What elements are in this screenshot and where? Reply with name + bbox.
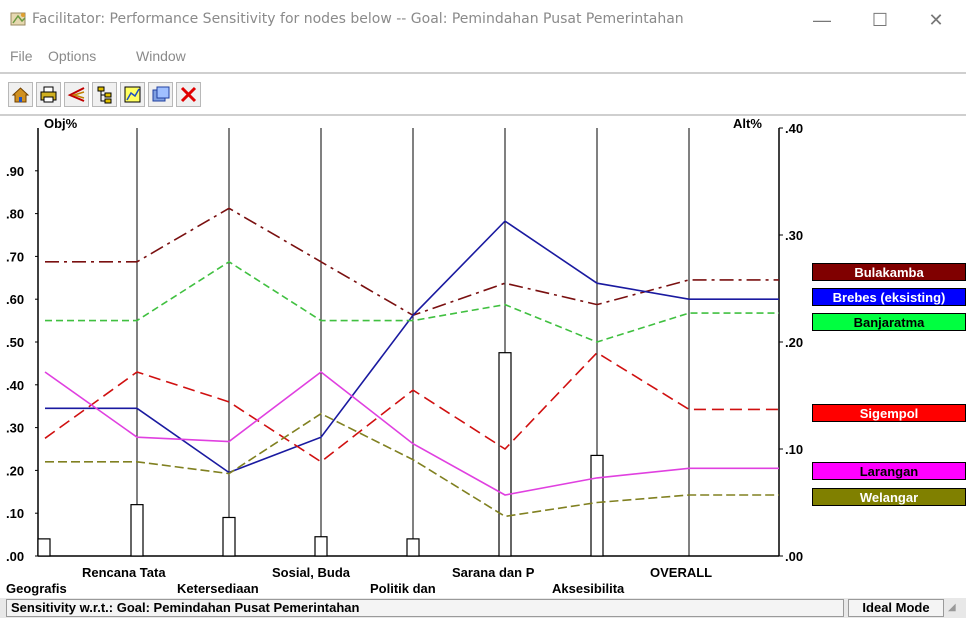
right-tick-label: .20	[785, 335, 803, 350]
left-tick-label: .00	[6, 549, 24, 564]
menu-options[interactable]: Options	[48, 48, 97, 64]
status-sensitivity: Sensitivity w.r.t.: Goal: Pemindahan Pus…	[6, 599, 844, 617]
window-button[interactable]	[148, 82, 173, 107]
right-tick-label: .10	[785, 442, 803, 457]
graph-button[interactable]	[120, 82, 145, 107]
close-chart-button[interactable]	[176, 82, 201, 107]
objective-bar	[37, 538, 51, 557]
left-axis-title: Obj%	[44, 116, 78, 131]
category-label: Ketersediaan	[177, 581, 259, 596]
left-tick-label: .20	[6, 463, 24, 478]
print-button[interactable]	[36, 82, 61, 107]
menu-window[interactable]: Window	[136, 48, 186, 64]
category-label: Politik dan	[370, 581, 436, 596]
series-line	[44, 351, 779, 463]
objective-bar	[406, 538, 420, 557]
left-tick-label: .10	[6, 506, 24, 521]
menu-bar: File Options Window	[0, 44, 966, 70]
right-tick-label: .40	[785, 121, 803, 136]
app-icon	[10, 12, 26, 26]
left-tick-label: .50	[6, 335, 24, 350]
home-button[interactable]	[8, 82, 33, 107]
graph-icon	[124, 86, 141, 103]
objective-bar	[314, 536, 328, 557]
minimize-button[interactable]: —	[813, 10, 831, 30]
resize-grip-icon[interactable]: ◢	[948, 602, 956, 613]
legend-item[interactable]: Brebes (eksisting)	[812, 288, 966, 306]
series-line	[45, 220, 779, 474]
tree-icon	[97, 86, 112, 104]
category-label: Sosial, Buda	[272, 565, 351, 580]
category-label: OVERALL	[650, 565, 712, 580]
legend-item[interactable]: Larangan	[812, 462, 966, 480]
right-tick-label: .30	[785, 228, 803, 243]
menu-file[interactable]: File	[10, 48, 33, 64]
right-axis-title: Alt%	[733, 116, 762, 131]
category-label: Rencana Tata	[82, 565, 166, 580]
window-title: Facilitator: Performance Sensitivity for…	[32, 11, 684, 27]
legend-item[interactable]: Bulakamba	[812, 263, 966, 281]
home-icon	[11, 87, 30, 103]
left-tick-label: .70	[6, 249, 24, 264]
scissors-icon	[67, 87, 85, 102]
category-label: Sarana dan P	[452, 565, 535, 580]
status-bar: Sensitivity w.r.t.: Goal: Pemindahan Pus…	[0, 598, 966, 618]
tree-button[interactable]	[92, 82, 117, 107]
toolbar-separator	[0, 114, 966, 116]
objective-bar	[222, 516, 236, 557]
objective-bar	[498, 352, 512, 557]
window-icon	[152, 86, 170, 102]
left-tick-label: .30	[6, 421, 24, 436]
maximize-button[interactable]: ☐	[871, 10, 889, 30]
series-line	[44, 370, 779, 496]
menu-separator	[0, 72, 966, 74]
objective-bar	[130, 504, 144, 557]
legend-item[interactable]: Sigempol	[812, 404, 966, 422]
legend-item[interactable]: Welangar	[812, 488, 966, 506]
printer-icon	[40, 86, 57, 103]
category-label: Aksesibilita	[552, 581, 625, 596]
left-tick-label: .80	[6, 207, 24, 222]
objective-bar	[590, 454, 604, 557]
close-red-icon	[180, 86, 197, 103]
series-line	[45, 260, 779, 343]
series-line	[45, 412, 779, 518]
series-line	[45, 207, 779, 317]
left-tick-label: .40	[6, 378, 24, 393]
cut-button[interactable]	[64, 82, 89, 107]
right-tick-label: .00	[785, 549, 803, 564]
sensitivity-chart: Obj% Alt% .00 .10 .20 .30 .40 .50 .60 .70 .80 .90…	[6, 116, 803, 596]
left-tick-label: .60	[6, 292, 24, 307]
status-mode: Ideal Mode	[848, 599, 944, 617]
category-label: Geografis	[6, 581, 67, 596]
title-bar: Facilitator: Performance Sensitivity for…	[0, 0, 966, 40]
legend-item[interactable]: Banjaratma	[812, 313, 966, 331]
close-button[interactable]: ✕	[928, 10, 944, 30]
left-tick-label: .90	[6, 164, 24, 179]
